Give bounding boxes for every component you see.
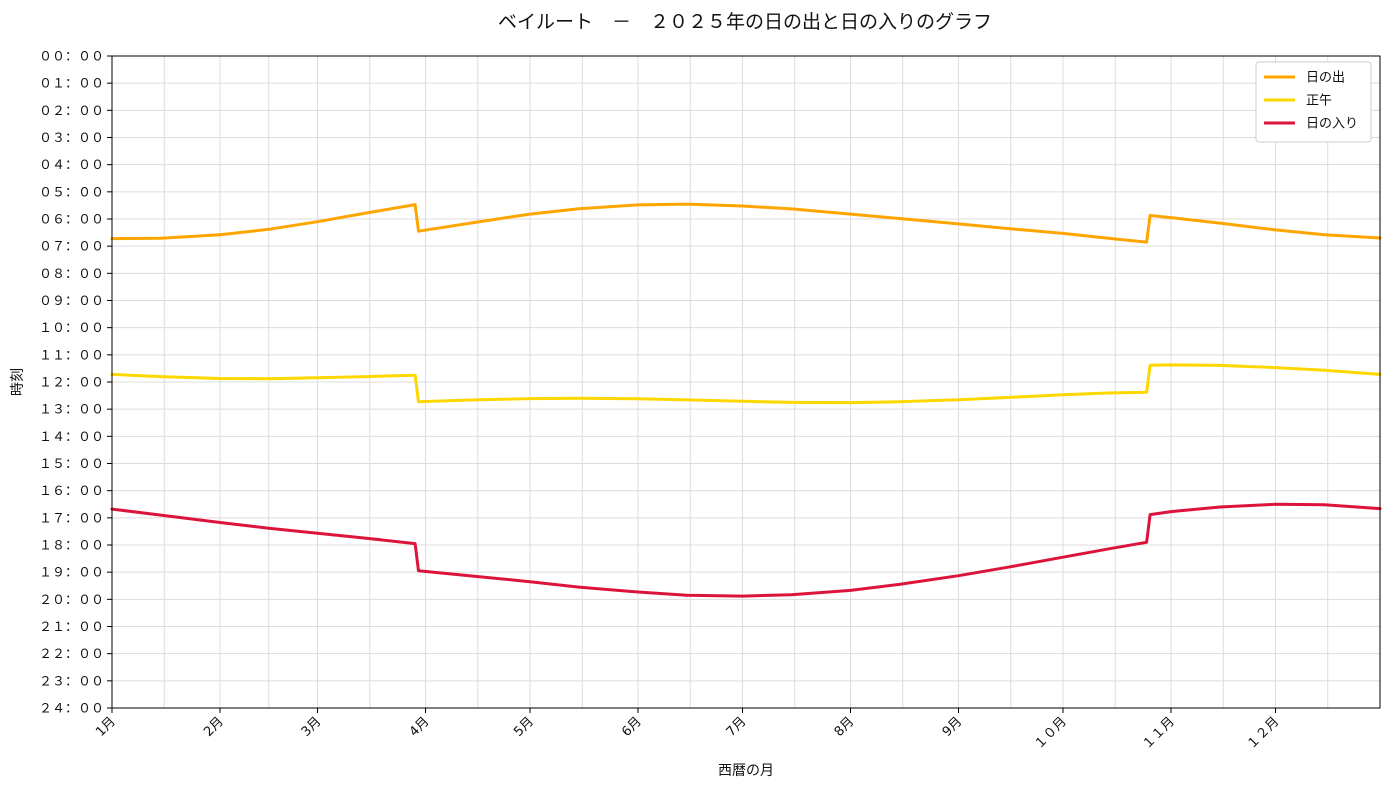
series-line [110,363,1382,405]
x-tick-label: 9月 [940,714,966,740]
grid [111,55,1380,709]
y-axis-ticks: ００：００ ０１：００ ０２：００ ０３：００ ０４：００ ０５：００ ０６：００ ０７：００… [39,50,112,717]
y-tick-label: １４：００ [39,430,104,445]
y-tick-label: ０２：００ [39,104,104,119]
x-tick-label: 5月 [511,714,537,740]
y-tick-label: ２３：００ [39,674,104,689]
series-lines [110,202,1382,598]
x-tick-label: １０月 [1032,714,1070,752]
y-tick-label: ０９：００ [39,294,104,309]
y-tick-label: １２：００ [39,376,104,391]
x-tick-label: １２月 [1244,714,1282,752]
x-axis-label: 西暦の月 [718,763,774,779]
x-tick-label: 3月 [299,714,325,740]
y-tick-label: １９：００ [39,566,104,581]
y-tick-label: １８：００ [39,539,104,554]
legend-label: 日の入り [1306,117,1358,132]
y-tick-label: １１：００ [39,348,104,363]
y-tick-label: １３：００ [39,403,104,418]
x-axis-ticks: 1月 2月 3月 4月 5月 6月 7月 8月 9月 １０月 １１月 １２月 [93,708,1282,752]
y-tick-label: ２２：００ [39,647,104,662]
y-tick-label: ０７：００ [39,240,104,255]
x-tick-label: 4月 [407,714,433,740]
y-tick-label: ２０：００ [39,593,104,608]
y-tick-label: ２１：００ [39,620,104,635]
x-tick-label: 6月 [619,714,645,740]
y-tick-label: １０：００ [39,321,104,336]
y-tick-label: ０１：００ [39,77,104,92]
legend-label: 正午 [1306,94,1332,109]
y-axis-label: 時刻 [10,368,26,396]
x-tick-label: 8月 [832,714,858,740]
y-tick-label: ００：００ [39,50,104,65]
y-tick-label: ０３：００ [39,131,104,146]
x-tick-label: 7月 [724,714,750,740]
legend-label: 日の出 [1306,71,1345,86]
y-tick-label: １５：００ [39,457,104,472]
y-tick-label: ０５：００ [39,185,104,200]
chart-title: ベイルート － ２０２５年の日の出と日の入りのグラフ [498,11,992,33]
y-tick-label: ０８：００ [39,267,104,282]
y-tick-label: １６：００ [39,484,104,499]
plot-frame [111,55,1381,709]
x-tick-label: 2月 [201,714,227,740]
x-tick-label: １１月 [1140,714,1178,752]
y-tick-label: ０６：００ [39,213,104,228]
x-tick-label: 1月 [93,714,119,740]
y-tick-label: ２４：００ [39,702,104,717]
series-line [110,502,1382,598]
series-line [110,202,1382,244]
y-tick-label: ０４：００ [39,158,104,173]
y-tick-label: １７：００ [39,511,104,526]
